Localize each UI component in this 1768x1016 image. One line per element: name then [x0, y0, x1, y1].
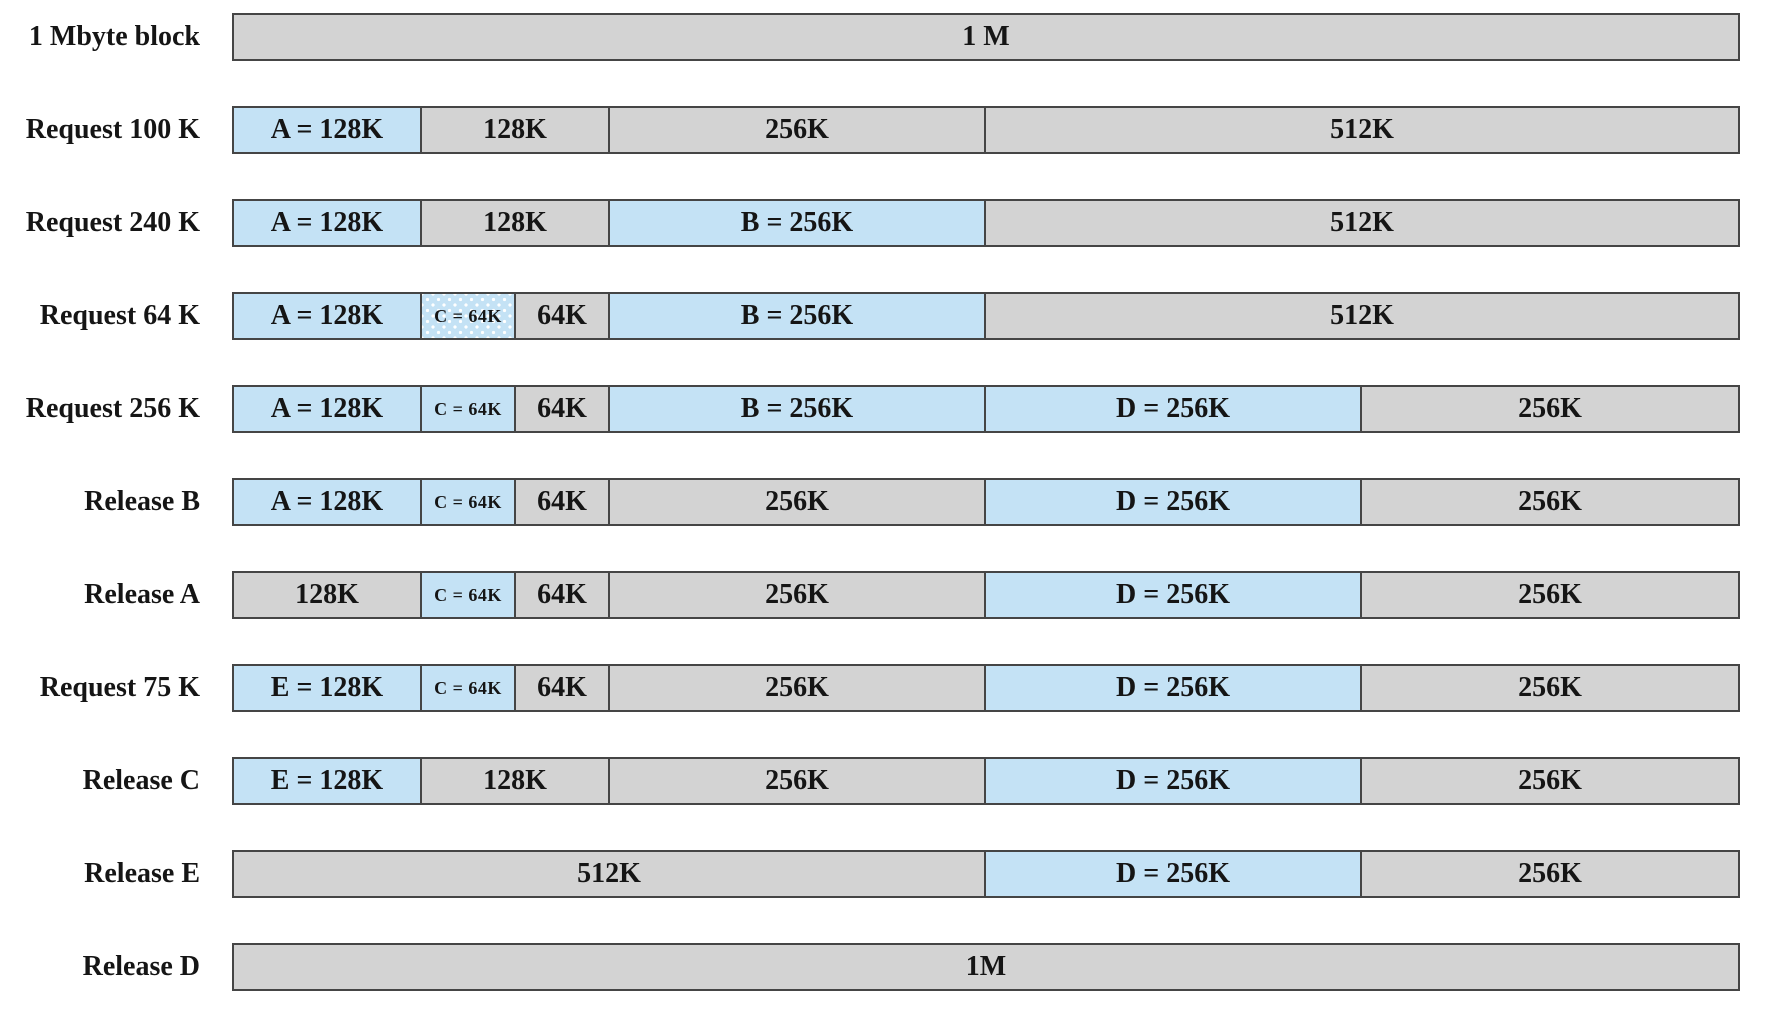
memory-segment: 128K	[422, 759, 610, 803]
memory-bar: A = 128K C = 64K 64K B = 256K 512K	[232, 292, 1740, 340]
memory-row: Release E 512K D = 256K 256K	[0, 850, 1768, 898]
memory-bar: 1 M	[232, 13, 1740, 61]
memory-segment: 128K	[234, 573, 422, 617]
row-label: Request 75 K	[39, 672, 200, 703]
memory-bar: 512K D = 256K 256K	[232, 850, 1740, 898]
row-label: Release A	[84, 579, 200, 610]
memory-bar: A = 128K 128K 256K 512K	[232, 106, 1740, 154]
row-label: 1 Mbyte block	[28, 21, 200, 52]
memory-segment: C = 64K	[422, 387, 516, 431]
memory-bar: A = 128K C = 64K 64K 256K D = 256K 256K	[232, 478, 1740, 526]
memory-segment: D = 256K	[986, 387, 1362, 431]
memory-segment: C = 64K	[422, 294, 516, 338]
memory-segment: 64K	[516, 480, 610, 524]
memory-segment: E = 128K	[234, 759, 422, 803]
memory-segment: 1M	[234, 945, 1738, 989]
memory-segment: D = 256K	[986, 759, 1362, 803]
memory-segment: B = 256K	[610, 294, 986, 338]
memory-segment: C = 64K	[422, 480, 516, 524]
memory-segment: 256K	[610, 480, 986, 524]
memory-row: Release C E = 128K 128K 256K D = 256K 256K	[0, 757, 1768, 805]
memory-segment: 128K	[422, 108, 610, 152]
row-label: Release C	[82, 765, 200, 796]
memory-bar: 1M	[232, 943, 1740, 991]
memory-segment: D = 256K	[986, 666, 1362, 710]
memory-segment: A = 128K	[234, 387, 422, 431]
memory-segment: A = 128K	[234, 294, 422, 338]
memory-segment: 256K	[610, 759, 986, 803]
memory-segment: 256K	[610, 666, 986, 710]
memory-segment: 256K	[1362, 666, 1738, 710]
memory-segment: 256K	[1362, 759, 1738, 803]
memory-segment: 64K	[516, 666, 610, 710]
row-label: Release D	[82, 951, 200, 982]
memory-segment: A = 128K	[234, 201, 422, 245]
memory-row: Release B A = 128K C = 64K 64K 256K D = 256K…	[0, 478, 1768, 526]
memory-segment: E = 128K	[234, 666, 422, 710]
memory-row: Request 64 K A = 128K C = 64K 64K B = 256K 5…	[0, 292, 1768, 340]
memory-row: Release A 128K C = 64K 64K 256K D = 256K 256K	[0, 571, 1768, 619]
memory-segment: 512K	[986, 108, 1738, 152]
memory-row: Request 75 K E = 128K C = 64K 64K 256K D = 2…	[0, 664, 1768, 712]
memory-segment: B = 256K	[610, 387, 986, 431]
memory-segment: 256K	[1362, 480, 1738, 524]
row-label: Request 240 K	[25, 207, 200, 238]
memory-segment: 256K	[610, 573, 986, 617]
memory-segment: A = 128K	[234, 108, 422, 152]
row-label: Request 256 K	[25, 393, 200, 424]
memory-segment: 128K	[422, 201, 610, 245]
memory-row: Release D 1M	[0, 943, 1768, 991]
memory-segment: 256K	[610, 108, 986, 152]
memory-row: Request 240 K A = 128K 128K B = 256K 512K	[0, 199, 1768, 247]
row-label: Release E	[84, 858, 200, 889]
memory-segment: D = 256K	[986, 573, 1362, 617]
row-label: Request 100 K	[25, 114, 200, 145]
memory-bar: A = 128K 128K B = 256K 512K	[232, 199, 1740, 247]
memory-segment: 512K	[986, 294, 1738, 338]
memory-row: 1 Mbyte block 1 M	[0, 13, 1768, 61]
memory-segment: C = 64K	[422, 573, 516, 617]
row-label: Release B	[84, 486, 200, 517]
memory-bar: E = 128K 128K 256K D = 256K 256K	[232, 757, 1740, 805]
memory-segment: D = 256K	[986, 480, 1362, 524]
memory-segment: 256K	[1362, 852, 1738, 896]
memory-segment: 64K	[516, 294, 610, 338]
memory-bar: 128K C = 64K 64K 256K D = 256K 256K	[232, 571, 1740, 619]
row-label: Request 64 K	[39, 300, 200, 331]
memory-segment: 1 M	[234, 15, 1738, 59]
memory-bar: E = 128K C = 64K 64K 256K D = 256K 256K	[232, 664, 1740, 712]
memory-segment: 512K	[234, 852, 986, 896]
memory-row: Request 100 K A = 128K 128K 256K 512K	[0, 106, 1768, 154]
memory-row: Request 256 K A = 128K C = 64K 64K B = 256K…	[0, 385, 1768, 433]
memory-segment: 256K	[1362, 573, 1738, 617]
memory-segment: 64K	[516, 573, 610, 617]
memory-segment: 64K	[516, 387, 610, 431]
memory-segment: A = 128K	[234, 480, 422, 524]
memory-segment: D = 256K	[986, 852, 1362, 896]
memory-segment: 512K	[986, 201, 1738, 245]
memory-bar: A = 128K C = 64K 64K B = 256K D = 256K 256K	[232, 385, 1740, 433]
memory-segment: C = 64K	[422, 666, 516, 710]
memory-segment: B = 256K	[610, 201, 986, 245]
memory-segment: 256K	[1362, 387, 1738, 431]
